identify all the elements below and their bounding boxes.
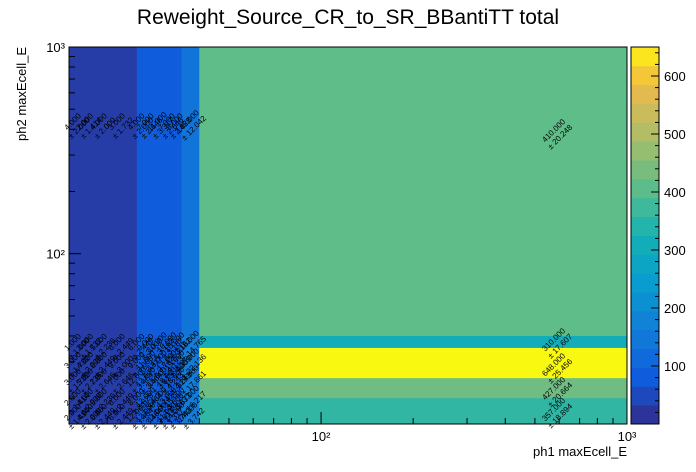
colorbar-segment: [631, 254, 659, 274]
heatmap-cell: [181, 335, 200, 425]
colorbar-segment: [631, 273, 659, 293]
colorbar-segment: [631, 160, 659, 180]
colorbar-segment: [631, 197, 659, 218]
heatmap-cell: [69, 335, 138, 425]
colorbar-tick-label: 500: [664, 127, 686, 142]
heatmap-cell: [199, 47, 628, 337]
colorbar-segment: [631, 235, 659, 255]
colorbar-tick-label: 600: [664, 69, 686, 84]
colorbar-tick-label: 300: [664, 243, 686, 258]
colorbar-segment: [631, 367, 659, 387]
colorbar-tick-label: 200: [664, 301, 686, 316]
x-tick-label: 10²: [312, 429, 331, 444]
heatmap-cell: [199, 378, 628, 399]
colorbar-segment: [631, 216, 659, 236]
colorbar-segment: [631, 310, 659, 331]
heatmap-cell: [181, 47, 200, 337]
x-axis-label: ph1 maxEcell_E: [533, 444, 627, 459]
colorbar-segment: [631, 122, 659, 142]
colorbar: 100 200 300 400 500 600: [630, 46, 686, 425]
x-tick-label: 10³: [618, 429, 637, 444]
colorbar-segment: [631, 47, 659, 67]
colorbar-segment: [631, 141, 659, 161]
y-tick-label: 10³: [46, 40, 65, 55]
colorbar-tick-label: 100: [664, 359, 686, 374]
colorbar-segment: [631, 405, 659, 425]
colorbar-frame: [630, 46, 660, 425]
y-tick-label: 10²: [46, 247, 65, 262]
y-axis: 10² 10³: [46, 40, 81, 399]
colorbar-segment: [631, 386, 659, 406]
heatmap-cell: [69, 47, 138, 337]
heatmap-cell: [136, 47, 183, 337]
cell-label: 7.000± 2.646: [135, 111, 165, 141]
colorbar-segment: [631, 65, 659, 86]
plot-frame: [68, 46, 628, 425]
colorbar-tick-label: 400: [664, 185, 686, 200]
colorbar-segment: [631, 292, 659, 312]
heatmap-cells: [69, 47, 628, 425]
cell-label: 319.000± 17.861: [174, 363, 208, 397]
colorbar-segment: [631, 178, 659, 199]
colorbar-segment: [631, 348, 659, 368]
chart-title: Reweight_Source_CR_to_SR_BBantiTT total: [137, 6, 559, 29]
colorbar-segment: [631, 329, 659, 349]
x-axis: 10² 10³: [106, 412, 637, 444]
heatmap-cell: [199, 335, 628, 349]
colorbar-segment: [631, 84, 659, 104]
colorbar-segment: [631, 103, 659, 123]
y-axis-label: ph2 maxEcell_E: [14, 47, 29, 141]
heatmap-cell: [136, 335, 183, 425]
heatmap-cell: [199, 347, 628, 379]
